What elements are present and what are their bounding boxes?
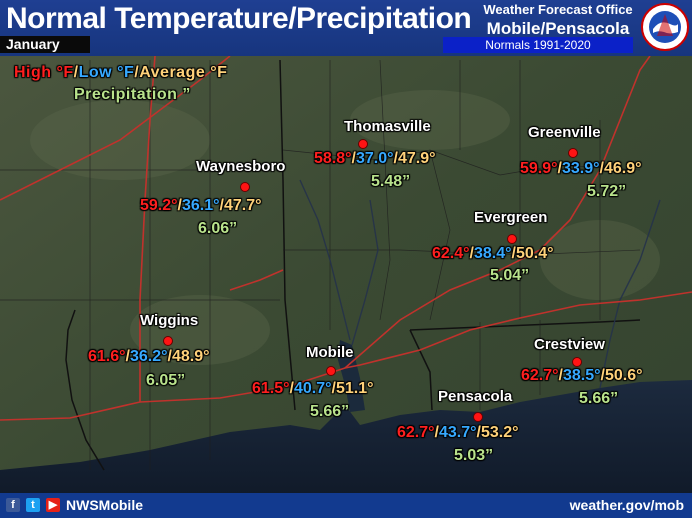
station-temps: 61.5°/40.7°/51.1° [252, 380, 374, 397]
station-precip: 5.48” [371, 173, 411, 190]
normals-period: Normals 1991-2020 [443, 37, 633, 53]
website-link[interactable]: weather.gov/mob [569, 497, 684, 513]
office-line2: Mobile/Pensacola [486, 19, 630, 38]
station-dot [572, 357, 582, 367]
station-avg: 50.4° [516, 245, 554, 262]
legend-sep: / [134, 64, 140, 81]
station-precip: 5.04” [490, 267, 530, 284]
station-dot [507, 234, 517, 244]
station-temps: 62.4°/38.4°/50.4° [432, 245, 554, 262]
station-name: Wiggins [140, 312, 199, 329]
station-dot [473, 412, 483, 422]
station-temps: 62.7°/38.5°/50.6° [521, 367, 643, 384]
station-precip: 5.66” [579, 390, 619, 407]
station-avg: 47.9° [398, 150, 436, 167]
station-name: Thomasville [344, 118, 431, 135]
station-dot [163, 336, 173, 346]
station-precip: 5.72” [587, 183, 627, 200]
station-low: 36.2° [130, 348, 168, 365]
station-avg: 48.9° [172, 348, 210, 365]
legend-sep: / [73, 64, 79, 81]
facebook-icon[interactable]: f [6, 498, 20, 512]
station-temps: 62.7°/43.7°/53.2° [397, 424, 519, 441]
station-dot [240, 182, 250, 192]
station-low: 33.9° [562, 160, 600, 177]
station-high: 61.6° [88, 348, 126, 365]
station-high: 62.7° [521, 367, 559, 384]
station-high: 59.2° [140, 197, 178, 214]
station-high: 58.8° [314, 150, 352, 167]
station-precip: 6.05” [146, 372, 186, 389]
station-avg: 46.9° [604, 160, 642, 177]
station-temps: 59.2°/36.1°/47.7° [140, 197, 262, 214]
page-title: Normal Temperature/Precipitation [6, 2, 472, 35]
station-name: Crestview [534, 336, 605, 353]
station-name: Mobile [306, 344, 354, 361]
youtube-icon[interactable]: ▶ [46, 498, 60, 512]
legend-average: Average °F [139, 64, 228, 81]
station-name: Waynesboro [196, 158, 286, 175]
station-precip: 5.66” [310, 403, 350, 420]
office-name: Weather Forecast Office Mobile/Pensacola [470, 2, 646, 39]
station-avg: 47.7° [224, 197, 262, 214]
legend-line1: High °F/Low °F/Average °F [14, 64, 227, 82]
station-precip: 6.06” [198, 220, 238, 237]
station-low: 38.5° [563, 367, 601, 384]
month-label: January [0, 36, 90, 53]
station-name: Pensacola [438, 388, 513, 405]
station-name: Greenville [528, 124, 601, 141]
station-high: 61.5° [252, 380, 290, 397]
station-dot [358, 139, 368, 149]
legend-high: High °F [14, 64, 74, 81]
office-line1: Weather Forecast Office [483, 2, 633, 17]
station-low: 36.1° [182, 197, 220, 214]
station-high: 62.7° [397, 424, 435, 441]
nws-logo-icon [641, 3, 689, 51]
station-name: Evergreen [474, 209, 548, 226]
footer-bar [0, 493, 692, 518]
station-dot [568, 148, 578, 158]
station-dot [326, 366, 336, 376]
station-low: 40.7° [294, 380, 332, 397]
station-avg: 51.1° [336, 380, 374, 397]
station-low: 38.4° [474, 245, 512, 262]
station-temps: 58.8°/37.0°/47.9° [314, 150, 436, 167]
station-low: 37.0° [356, 150, 394, 167]
twitter-icon[interactable]: t [26, 498, 40, 512]
legend-low: Low °F [78, 64, 135, 81]
station-precip: 5.03” [454, 447, 494, 464]
legend-precipitation: Precipitation ” [74, 86, 191, 103]
station-high: 59.9° [520, 160, 558, 177]
station-high: 62.4° [432, 245, 470, 262]
station-temps: 61.6°/36.2°/48.9° [88, 348, 210, 365]
station-temps: 59.9°/33.9°/46.9° [520, 160, 642, 177]
station-avg: 53.2° [481, 424, 519, 441]
station-avg: 50.6° [605, 367, 643, 384]
social-handle[interactable]: NWSMobile [66, 497, 143, 513]
station-low: 43.7° [439, 424, 477, 441]
